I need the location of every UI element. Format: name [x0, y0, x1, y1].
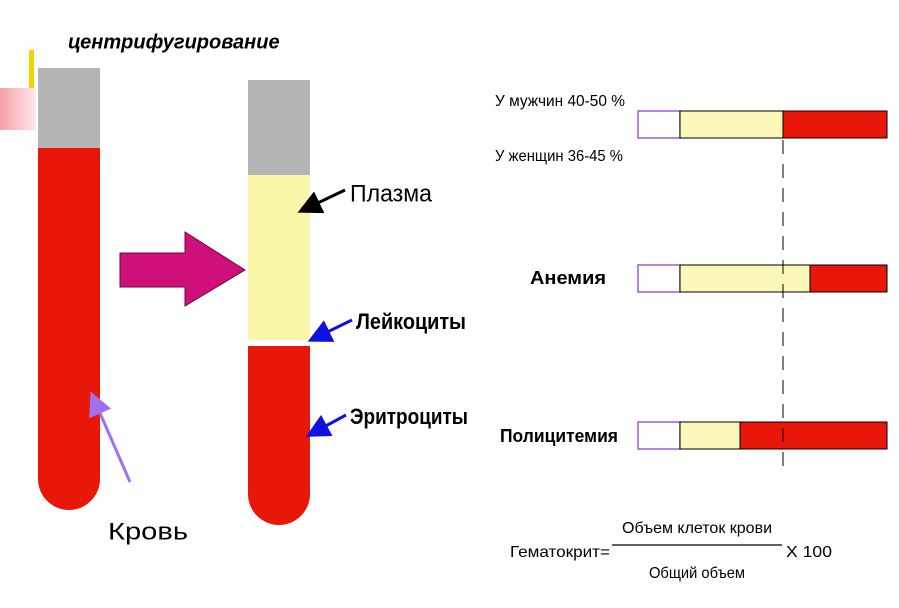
tube2-erythrocytes: [248, 346, 310, 525]
decor-block: [0, 88, 36, 130]
pointer: [297, 188, 346, 214]
bar-empty: [637, 421, 681, 450]
bar-cells: [739, 421, 888, 450]
pointer: [89, 391, 132, 483]
tube2-plasma: [248, 175, 310, 340]
formula-numerator: Объем клеток крови: [622, 520, 772, 537]
bar-polycythemia: [637, 421, 888, 450]
bar-plasma: [679, 421, 741, 450]
bar-anemia: [637, 264, 888, 293]
title: центрифугирование: [68, 31, 280, 53]
label-erythrocytes: Эритроциты: [350, 404, 468, 429]
bar-empty: [637, 110, 681, 139]
label-plasma: Плазма: [350, 180, 433, 207]
bar-cells: [782, 110, 888, 139]
pointer: [307, 318, 353, 342]
formula-left: Гематокрит=: [510, 544, 610, 561]
bar-plasma: [679, 110, 784, 139]
label-blood: Кровь: [108, 518, 188, 545]
tube-blood: [38, 148, 100, 510]
norm-women: У женщин 36-45 %: [495, 148, 623, 165]
row-polycythemia: Полицитемия: [500, 426, 618, 446]
label-leukocytes: Лейкоциты: [356, 309, 466, 334]
process-arrow: [119, 231, 246, 307]
norm-men: У мужчин 40-50 %: [495, 93, 625, 110]
decor-bar: [29, 50, 34, 95]
tube-plasma-gray: [38, 68, 100, 148]
formula-denominator: Общий объем: [649, 565, 745, 582]
bar-empty: [637, 264, 681, 293]
formula-factor: X 100: [786, 544, 832, 561]
bar-normal: [637, 110, 888, 139]
pointer: [305, 413, 347, 437]
bar-cells: [809, 264, 888, 293]
bar-plasma: [679, 264, 811, 293]
row-anemia: Анемия: [530, 268, 606, 288]
tube2-gray: [248, 80, 310, 175]
